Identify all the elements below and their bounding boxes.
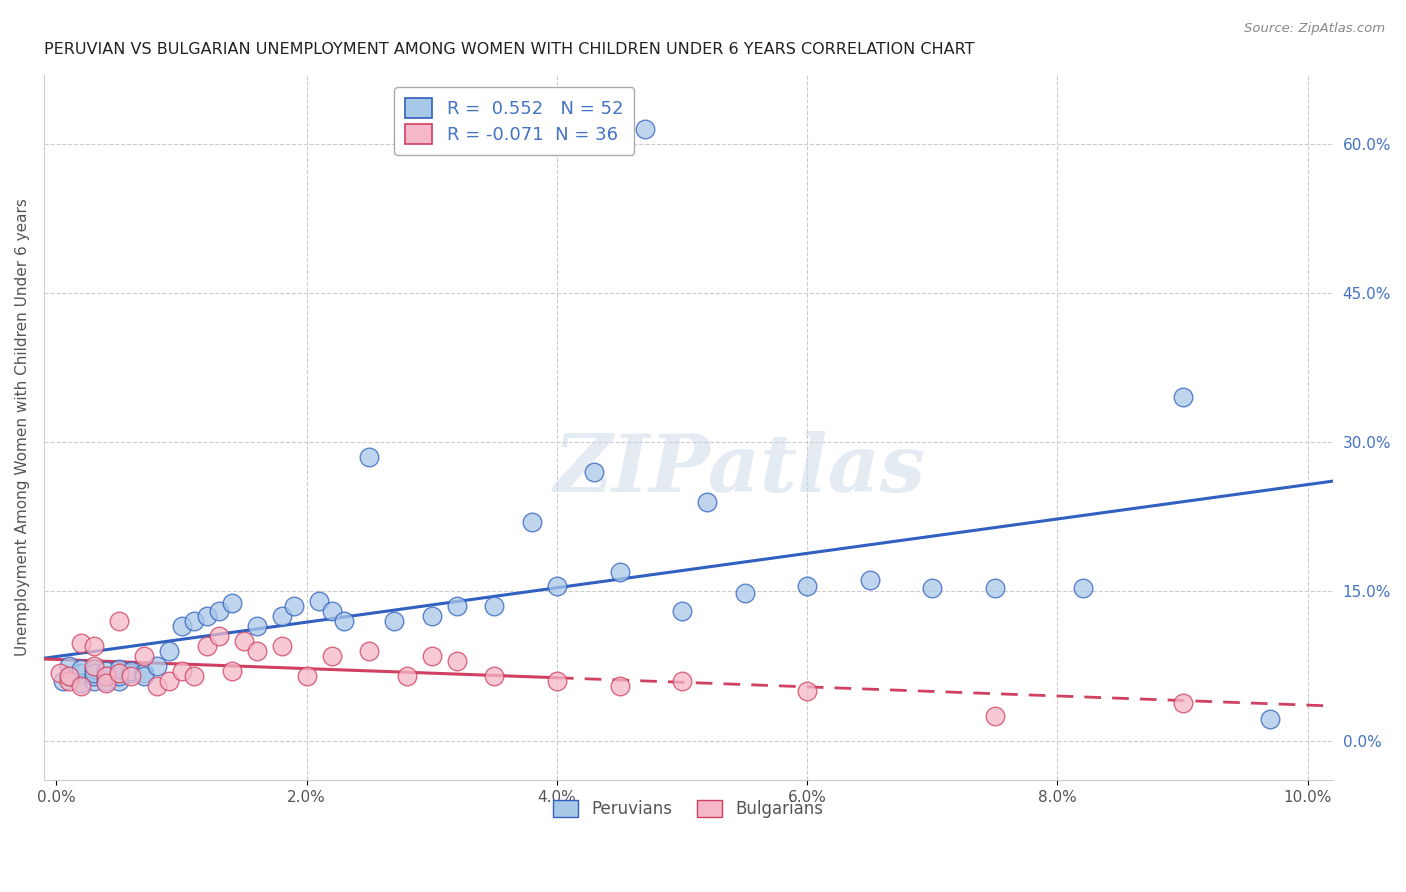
Point bbox=[308, 594, 330, 608]
Point bbox=[183, 614, 205, 628]
Point bbox=[108, 665, 131, 680]
Text: PERUVIAN VS BULGARIAN UNEMPLOYMENT AMONG WOMEN WITH CHILDREN UNDER 6 YEARS CORRE: PERUVIAN VS BULGARIAN UNEMPLOYMENT AMONG… bbox=[44, 42, 974, 57]
Point bbox=[295, 669, 318, 683]
Point bbox=[1171, 390, 1194, 404]
Point bbox=[83, 659, 105, 673]
Point bbox=[270, 639, 292, 653]
Point bbox=[145, 659, 167, 673]
Point bbox=[96, 664, 118, 678]
Point bbox=[583, 465, 606, 479]
Point bbox=[157, 673, 180, 688]
Point bbox=[70, 636, 93, 650]
Point bbox=[446, 654, 468, 668]
Point bbox=[108, 669, 131, 683]
Point bbox=[1071, 582, 1094, 596]
Point bbox=[921, 582, 943, 596]
Point bbox=[283, 599, 305, 614]
Point bbox=[58, 669, 80, 683]
Y-axis label: Unemployment Among Women with Children Under 6 years: Unemployment Among Women with Children U… bbox=[15, 199, 30, 657]
Point bbox=[609, 565, 631, 579]
Point bbox=[83, 639, 105, 653]
Point bbox=[270, 609, 292, 624]
Point bbox=[484, 599, 506, 614]
Point bbox=[382, 614, 405, 628]
Point bbox=[696, 495, 718, 509]
Point bbox=[58, 673, 80, 688]
Point bbox=[83, 673, 105, 688]
Point bbox=[359, 644, 381, 658]
Point bbox=[83, 665, 105, 680]
Point bbox=[609, 679, 631, 693]
Point bbox=[70, 665, 93, 680]
Point bbox=[633, 122, 655, 136]
Point bbox=[121, 665, 143, 680]
Point bbox=[58, 659, 80, 673]
Point bbox=[233, 634, 256, 648]
Point bbox=[108, 614, 131, 628]
Point bbox=[395, 669, 418, 683]
Point bbox=[246, 644, 269, 658]
Point bbox=[984, 708, 1007, 723]
Point bbox=[984, 582, 1007, 596]
Point bbox=[208, 629, 231, 643]
Point bbox=[170, 619, 193, 633]
Point bbox=[157, 644, 180, 658]
Point bbox=[70, 662, 93, 676]
Point bbox=[420, 609, 443, 624]
Point bbox=[1258, 712, 1281, 726]
Point bbox=[170, 664, 193, 678]
Point bbox=[859, 573, 882, 587]
Point bbox=[796, 683, 818, 698]
Point bbox=[321, 604, 343, 618]
Point bbox=[96, 673, 118, 688]
Point bbox=[546, 673, 568, 688]
Point bbox=[221, 596, 243, 610]
Point bbox=[546, 579, 568, 593]
Point bbox=[132, 648, 155, 663]
Point bbox=[49, 665, 72, 680]
Point bbox=[96, 669, 118, 683]
Point bbox=[70, 679, 93, 693]
Point bbox=[208, 604, 231, 618]
Point bbox=[132, 669, 155, 683]
Point bbox=[359, 450, 381, 465]
Point bbox=[195, 639, 218, 653]
Point bbox=[796, 579, 818, 593]
Point bbox=[321, 648, 343, 663]
Point bbox=[246, 619, 269, 633]
Point bbox=[420, 648, 443, 663]
Point bbox=[83, 669, 105, 683]
Point bbox=[108, 673, 131, 688]
Point bbox=[83, 662, 105, 676]
Point bbox=[70, 676, 93, 690]
Point bbox=[520, 515, 543, 529]
Point bbox=[671, 673, 693, 688]
Point bbox=[734, 586, 756, 600]
Point bbox=[52, 673, 75, 688]
Point bbox=[333, 614, 356, 628]
Point bbox=[132, 665, 155, 680]
Text: Source: ZipAtlas.com: Source: ZipAtlas.com bbox=[1244, 22, 1385, 36]
Point bbox=[96, 676, 118, 690]
Point bbox=[195, 609, 218, 624]
Point bbox=[145, 679, 167, 693]
Point bbox=[484, 669, 506, 683]
Point bbox=[121, 664, 143, 678]
Text: ZIPatlas: ZIPatlas bbox=[554, 431, 927, 508]
Point bbox=[58, 669, 80, 683]
Point bbox=[108, 662, 131, 676]
Point bbox=[221, 664, 243, 678]
Point bbox=[96, 669, 118, 683]
Point bbox=[446, 599, 468, 614]
Point bbox=[183, 669, 205, 683]
Point bbox=[1171, 696, 1194, 710]
Legend: Peruvians, Bulgarians: Peruvians, Bulgarians bbox=[547, 793, 831, 825]
Point bbox=[671, 604, 693, 618]
Point bbox=[121, 669, 143, 683]
